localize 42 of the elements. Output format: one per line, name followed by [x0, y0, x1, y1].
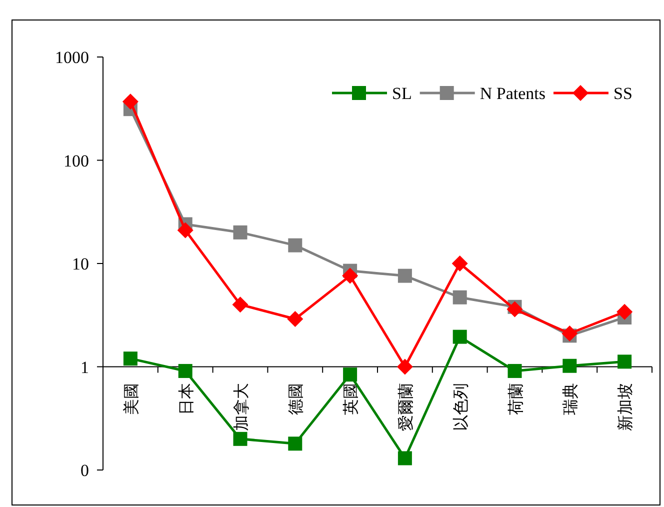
point [288, 238, 302, 252]
y-tick-label: 100 [64, 151, 89, 170]
y-tick-label: 1 [80, 358, 89, 377]
point [343, 368, 358, 382]
y-tick-label: 10 [72, 254, 89, 274]
x-tick-label: 日本 [177, 382, 196, 415]
point [232, 296, 248, 313]
legend-label: SL [392, 84, 412, 103]
x-tick-label: 英國 [342, 382, 360, 415]
legend-label: N Patents [480, 84, 546, 103]
x-tick-label: 美國 [122, 382, 140, 415]
point [506, 301, 523, 318]
point [452, 256, 468, 272]
point [508, 364, 522, 378]
y-tick-label: 1000 [55, 48, 89, 67]
point [122, 94, 138, 110]
point [342, 268, 358, 284]
x-tick-label: 德國 [288, 382, 306, 415]
point [452, 290, 467, 304]
point [616, 304, 633, 320]
x-tick-label: 加拿大 [232, 382, 250, 431]
point [287, 311, 304, 328]
legend-label: SS [613, 84, 632, 103]
point [452, 330, 467, 344]
y-tick-label: 0 [80, 461, 89, 480]
x-tick-label: 以色列 [452, 382, 470, 431]
point [562, 325, 578, 342]
point [396, 358, 413, 375]
point [288, 436, 302, 451]
x-tick-label: 荷蘭 [506, 382, 525, 415]
x-tick-label: 瑞典 [562, 382, 580, 415]
point [398, 268, 412, 283]
point [618, 354, 632, 369]
point [123, 352, 138, 366]
x-tick-label: 新加坡 [616, 382, 635, 431]
point [233, 225, 248, 240]
point [177, 222, 194, 238]
point [178, 364, 192, 378]
point [562, 358, 577, 373]
point [398, 451, 412, 466]
x-tick-label: 愛爾蘭 [396, 382, 415, 431]
point [233, 432, 248, 446]
